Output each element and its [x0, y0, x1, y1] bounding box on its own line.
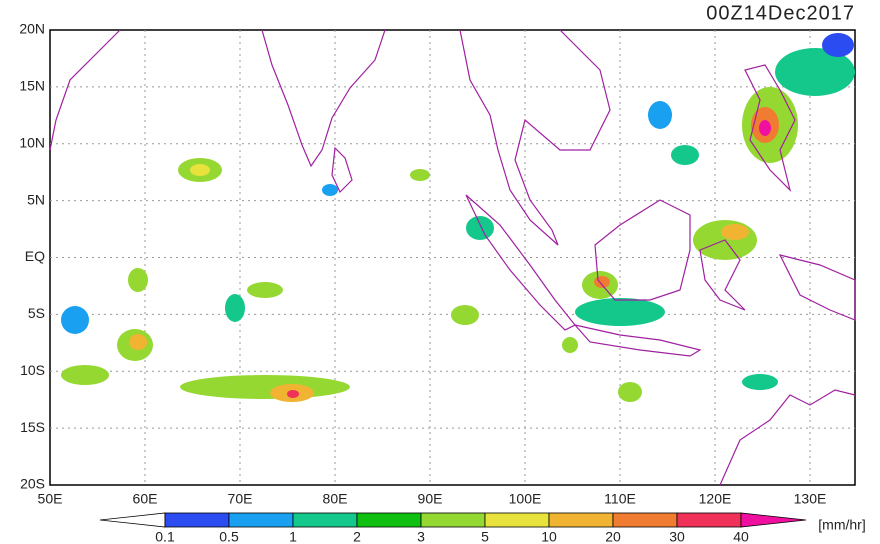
latitude-label: 5S	[28, 305, 45, 321]
longitude-label: 90E	[418, 491, 443, 507]
longitude-label: 80E	[323, 491, 348, 507]
longitude-label: 100E	[509, 491, 542, 507]
rain-area	[61, 365, 109, 385]
map-title: 00Z14Dec2017	[706, 2, 855, 24]
colorbar-segment	[612, 512, 678, 528]
coastline	[465, 194, 576, 331]
colorbar-unit: [mm/hr]	[818, 517, 865, 533]
colorbar-segment	[164, 512, 230, 528]
rain-area	[410, 169, 430, 181]
latitude-label: 20S	[20, 476, 45, 492]
rain-area	[575, 298, 665, 326]
colorbar-label: 0.1	[155, 529, 175, 544]
longitude-label: 60E	[133, 491, 158, 507]
rain-area	[759, 120, 771, 136]
rain-area	[721, 224, 749, 240]
rain-area	[594, 276, 610, 288]
latitude-label: 15S	[20, 419, 45, 435]
longitude-labels: 50E 60E 70E 80E 90E 100E 110E 120E 130E	[38, 491, 827, 507]
coastline	[778, 254, 856, 321]
longitude-label: 70E	[228, 491, 253, 507]
colorbar-low	[99, 512, 166, 528]
rain-area	[322, 184, 338, 196]
coastline	[594, 199, 691, 301]
coastline	[331, 146, 353, 194]
latitude-label: 15N	[19, 78, 45, 94]
rain-area	[61, 306, 89, 334]
colorbar-label: 40	[733, 529, 749, 544]
latitude-label: 5N	[27, 191, 45, 207]
rain-area	[128, 268, 148, 292]
colorbar-label: 1	[289, 529, 297, 544]
longitude-label: 120E	[699, 491, 732, 507]
coastline	[744, 64, 796, 192]
colorbar-segment	[292, 512, 358, 528]
colorbar-segment	[676, 512, 742, 528]
rain-areas	[61, 33, 855, 402]
rain-area	[129, 334, 147, 350]
rain-area	[247, 282, 283, 298]
colorbar-label: 3	[417, 529, 425, 544]
rain-area	[451, 305, 479, 325]
colorbar-segment	[356, 512, 422, 528]
rain-area	[671, 145, 699, 165]
colorbar-label: 2	[353, 529, 361, 544]
rain-area	[562, 337, 578, 353]
colorbar-segment	[228, 512, 294, 528]
longitude-label: 130E	[794, 491, 827, 507]
colorbar-label: 5	[481, 529, 489, 544]
colorbar: 0.1 0.5 1 2 3 5 10 20 30 40 [mm/hr]	[99, 512, 866, 544]
coastline	[699, 239, 746, 311]
longitude-label: 110E	[604, 491, 636, 507]
rain-area	[618, 382, 642, 402]
colorbar-segment	[420, 512, 486, 528]
rain-area	[648, 101, 672, 129]
rain-area	[466, 216, 494, 240]
colorbar-label: 10	[541, 529, 557, 544]
latitude-label: 20N	[19, 21, 45, 37]
coastline	[719, 389, 856, 486]
rain-area	[180, 375, 350, 399]
longitude-label: 50E	[38, 491, 63, 507]
colorbar-label: 0.5	[219, 529, 239, 544]
coastline	[49, 29, 121, 151]
colorbar-high	[740, 512, 807, 528]
colorbar-label: 30	[669, 529, 685, 544]
latitude-label: EQ	[25, 248, 45, 264]
colorbar-segment	[484, 512, 550, 528]
rain-area	[190, 164, 210, 176]
latitude-label: 10N	[19, 134, 45, 150]
rain-area	[225, 294, 245, 322]
rain-area	[775, 48, 855, 96]
rain-area	[822, 33, 854, 57]
rain-area	[742, 374, 778, 390]
rain-area	[287, 390, 299, 398]
coastline	[573, 324, 702, 357]
coastlines	[49, 29, 856, 486]
latitude-labels: 20N 15N 10N 5N EQ 5S 10S 15S 20S	[19, 21, 45, 492]
coastline	[261, 29, 386, 168]
colorbar-label: 20	[605, 529, 621, 544]
latitude-label: 10S	[20, 362, 45, 378]
colorbar-segment	[548, 512, 614, 528]
coastline	[459, 29, 611, 246]
